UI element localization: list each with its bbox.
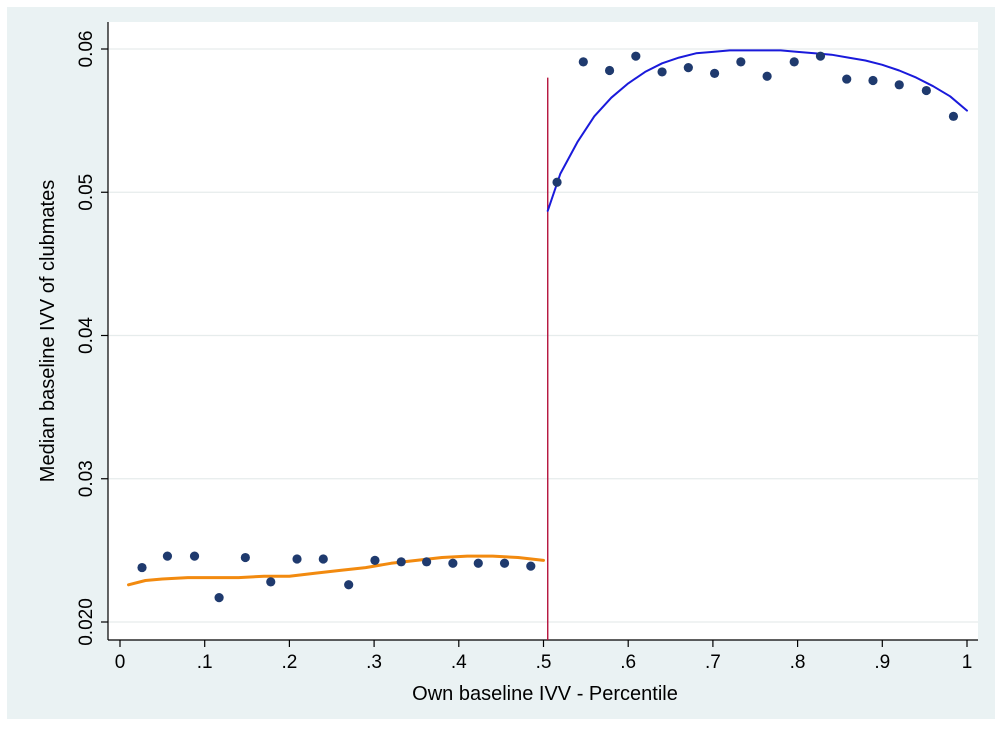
x-tick-label-3: .3: [366, 652, 382, 673]
scatter-point-1: [162, 551, 173, 561]
y-axis-title: Median baseline IVV of clubmates: [37, 180, 59, 482]
gridlines: [108, 48, 978, 623]
scatter-point-30: [921, 85, 931, 96]
x-tick-label-10: 1: [962, 652, 973, 673]
x-axis-ticks: 0 .1 .2 .3 .4 .5 .6 .7 .8 .9 1: [115, 640, 973, 673]
scatter-point-13: [473, 558, 483, 568]
scatter-point-8: [344, 580, 354, 590]
scatter-points: [137, 51, 959, 603]
y-tick-label-2: 0.04: [76, 317, 97, 354]
scatter-point-20: [657, 67, 667, 77]
scatter-point-17: [578, 57, 588, 67]
scatter-point-15: [526, 561, 536, 571]
scatter-point-25: [789, 57, 799, 67]
scatter-point-23: [736, 57, 746, 67]
y-tick-label-4: 0.06: [76, 31, 97, 68]
scatter-point-4: [240, 552, 250, 563]
fit-lines: [127, 49, 968, 587]
scatter-point-3: [214, 593, 224, 603]
fit-line-left: [127, 554, 545, 587]
scatter-point-12: [448, 558, 458, 568]
scatter-point-27: [842, 74, 852, 84]
scatter-point-9: [370, 555, 380, 566]
x-tick-label-4: .4: [451, 652, 467, 673]
y-tick-label-1: 0.03: [76, 460, 97, 497]
scatter-point-6: [292, 554, 302, 564]
scatter-point-28: [868, 75, 878, 86]
x-tick-label-1: .1: [197, 652, 213, 673]
scatter-point-31: [948, 111, 959, 121]
y-tick-label-3: 0.05: [76, 174, 97, 211]
scatter-point-18: [604, 65, 615, 76]
x-axis-title: Own baseline IVV - Percentile: [412, 683, 678, 705]
scatter-point-24: [762, 71, 772, 81]
x-tick-label-0: 0: [115, 652, 126, 673]
scatter-point-22: [709, 68, 720, 78]
y-tick-label-0: 0.020: [76, 598, 97, 646]
x-tick-label-8: .8: [790, 652, 806, 673]
scatter-point-11: [422, 557, 432, 567]
x-tick-label-2: .2: [281, 652, 297, 673]
scatter-point-7: [318, 554, 328, 564]
x-tick-label-6: .6: [620, 652, 636, 673]
plot-area: [108, 22, 978, 640]
scatter-point-26: [815, 51, 826, 61]
scatter-point-10: [396, 557, 406, 567]
scatter-point-16: [552, 177, 562, 187]
y-axis-ticks: 0.020 0.03 0.04 0.05 0.06: [76, 31, 108, 646]
x-tick-label-5: .5: [536, 652, 552, 673]
fit-line-right: [546, 49, 968, 212]
scatter-point-19: [631, 51, 641, 61]
scatter-point-21: [683, 63, 693, 73]
scatter-point-14: [499, 558, 510, 568]
scatter-point-5: [266, 577, 276, 587]
x-tick-label-9: .9: [874, 652, 890, 673]
scatter-point-2: [189, 551, 200, 561]
x-tick-label-7: .7: [705, 652, 721, 673]
scatter-point-0: [137, 562, 147, 573]
scatter-point-29: [894, 80, 904, 90]
